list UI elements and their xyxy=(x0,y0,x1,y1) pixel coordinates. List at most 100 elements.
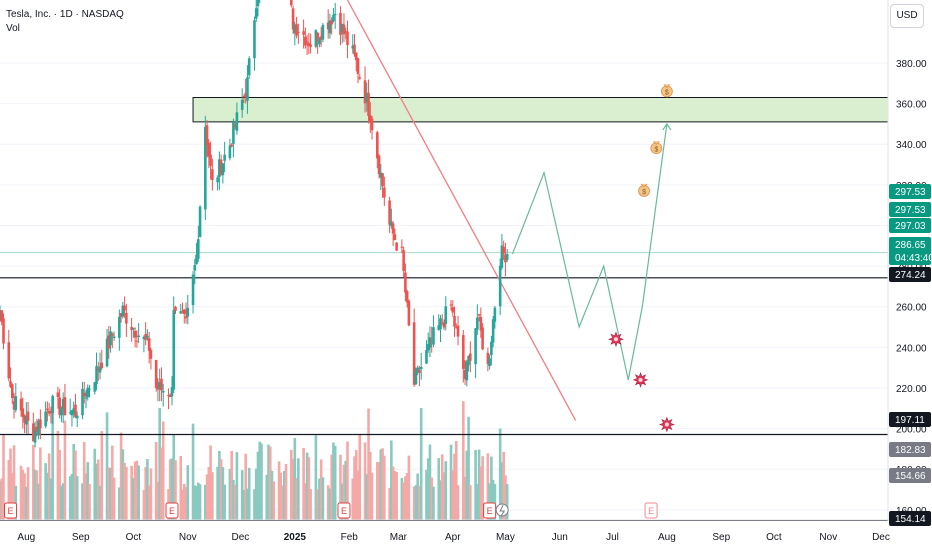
candle-body xyxy=(51,395,54,414)
volume-bar xyxy=(230,450,233,520)
volume-bar xyxy=(418,486,421,520)
volume-bar xyxy=(161,421,165,520)
candle-body xyxy=(332,14,335,22)
candle-body xyxy=(244,92,247,97)
candle-body xyxy=(351,45,355,49)
volume-bar xyxy=(425,469,428,520)
x-tick-label: Oct xyxy=(126,532,142,543)
volume-bar xyxy=(223,484,226,520)
volume-bar xyxy=(456,485,460,520)
earnings-marker[interactable] xyxy=(4,502,18,519)
price-label-box xyxy=(889,202,931,217)
volume-bar xyxy=(160,447,163,520)
volume-bar xyxy=(47,453,51,520)
currency-button[interactable]: USD xyxy=(890,4,924,28)
candle-body xyxy=(7,342,11,379)
candle-body xyxy=(193,264,197,271)
volume-bar xyxy=(407,455,411,520)
candle-body xyxy=(204,126,207,210)
price-label: 197.11 xyxy=(895,415,925,426)
candle-body xyxy=(326,22,330,30)
volume-bar xyxy=(147,485,151,520)
candle-body xyxy=(405,291,409,303)
candle-body xyxy=(93,382,97,392)
candle-body xyxy=(481,327,484,350)
volume-bar xyxy=(453,453,456,520)
volume-bar xyxy=(500,462,504,520)
x-tick-label: May xyxy=(496,532,515,543)
candle-body xyxy=(12,401,16,410)
volume-bar xyxy=(88,483,91,520)
volume-bar xyxy=(51,405,54,520)
trendline[interactable] xyxy=(346,0,577,421)
candle-body xyxy=(381,173,384,187)
candle-body xyxy=(2,318,5,344)
candle-body xyxy=(205,125,209,145)
volume-bar xyxy=(283,470,286,520)
projection-path[interactable] xyxy=(511,123,668,380)
candle-body xyxy=(254,8,258,19)
target-zone[interactable] xyxy=(192,97,889,123)
earnings-marker[interactable] xyxy=(483,502,497,519)
candle-body xyxy=(132,328,135,330)
price-label: 286.65 xyxy=(895,240,926,251)
price-label-box xyxy=(889,442,931,457)
earnings-marker[interactable] xyxy=(165,502,179,519)
earnings-marker-label: E xyxy=(648,506,654,516)
volume-bar xyxy=(232,479,235,520)
volume-bar xyxy=(242,489,246,520)
candle-body xyxy=(474,328,477,365)
split-marker-icon[interactable] xyxy=(495,503,509,517)
volume-bar xyxy=(481,456,484,520)
candle-body xyxy=(221,163,225,176)
candle-body xyxy=(469,353,472,361)
volume-bar xyxy=(37,483,40,520)
candle-body xyxy=(33,429,37,443)
volume-bar xyxy=(476,484,479,520)
volume-bar xyxy=(98,485,102,520)
candle-body xyxy=(9,381,12,387)
candle-body xyxy=(430,340,434,342)
volume-bar xyxy=(12,445,16,520)
volume-bar xyxy=(402,482,405,520)
volume-bar xyxy=(319,459,323,520)
candle-body xyxy=(454,327,458,329)
candle-body xyxy=(377,155,381,175)
volume-bar xyxy=(504,475,507,520)
chart-header: Tesla, Inc. · 1D · NASDAQ Vol xyxy=(6,8,124,36)
volume-bar xyxy=(444,461,448,520)
volume-bar xyxy=(58,449,61,520)
candle-body xyxy=(428,337,432,348)
candle-body xyxy=(305,41,309,43)
projection-arrowhead xyxy=(662,122,672,131)
candle-body xyxy=(462,335,465,369)
candle-body xyxy=(63,397,67,416)
price-label: 297.03 xyxy=(895,221,926,232)
volume-bar xyxy=(260,443,263,520)
y-tick-label: 240.00 xyxy=(896,343,927,354)
candle-body xyxy=(365,93,369,103)
volume-bar xyxy=(119,432,123,520)
candle-body xyxy=(309,44,312,47)
candle-body xyxy=(419,366,423,370)
earnings-marker[interactable] xyxy=(644,502,658,519)
candle-body xyxy=(304,36,307,46)
candle-body xyxy=(46,408,49,411)
volume-bar xyxy=(328,488,332,520)
volume-bar xyxy=(367,408,370,520)
earnings-marker[interactable] xyxy=(337,502,351,519)
volume-bar xyxy=(462,401,465,520)
candle-body xyxy=(314,30,318,47)
candle-body xyxy=(168,394,172,397)
volume-bar xyxy=(469,485,472,520)
candle-body xyxy=(82,392,86,397)
candle-body xyxy=(119,313,123,317)
volume-bar xyxy=(135,460,139,520)
volume-bar xyxy=(61,483,65,520)
candle-body xyxy=(318,38,321,45)
volume-bar xyxy=(268,446,272,520)
candle-body xyxy=(356,58,360,75)
candle-body xyxy=(228,145,232,159)
